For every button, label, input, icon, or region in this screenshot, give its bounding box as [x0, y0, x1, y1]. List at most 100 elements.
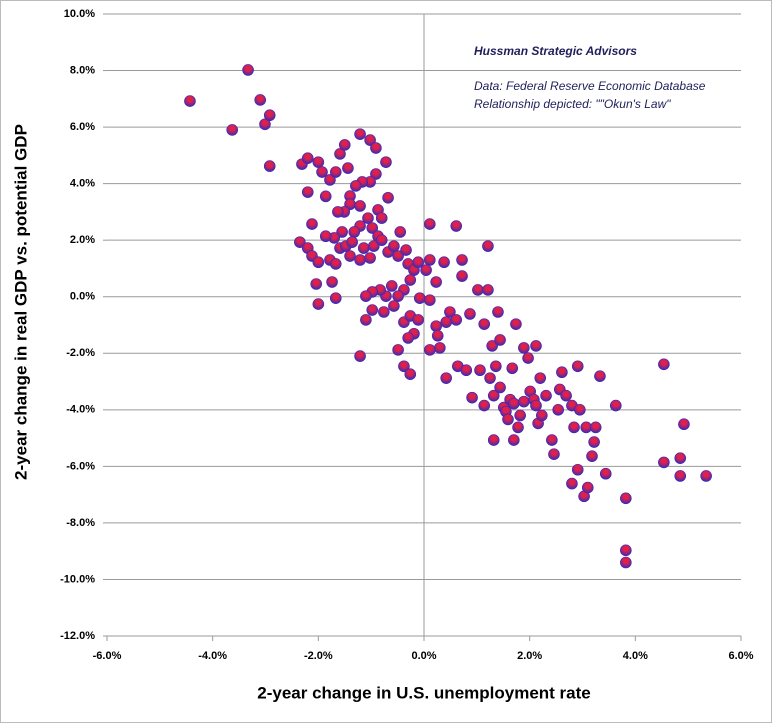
point: [548, 448, 560, 461]
point: [594, 370, 606, 382]
point: [456, 270, 468, 282]
point: [487, 434, 500, 446]
y-tick-label: 4.0%: [70, 178, 95, 190]
point: [540, 389, 552, 402]
point: [344, 250, 356, 262]
point: [312, 256, 325, 269]
point: [316, 166, 328, 178]
y-tick-label: -6.0%: [66, 460, 95, 472]
point: [508, 434, 520, 446]
point: [560, 389, 572, 402]
point: [450, 314, 463, 326]
y-tick-label: 6.0%: [70, 121, 95, 133]
annotation: Data: Federal Reserve Economic Database: [474, 79, 706, 93]
point: [486, 340, 498, 352]
y-tick-label: -2.0%: [66, 347, 95, 359]
point: [588, 436, 600, 448]
x-tick-label: 6.0%: [728, 650, 753, 662]
point: [518, 342, 530, 354]
point: [348, 226, 361, 238]
point: [658, 456, 670, 469]
point: [366, 222, 379, 234]
point: [366, 304, 379, 316]
point: [581, 481, 594, 494]
point: [424, 344, 436, 356]
point: [334, 148, 346, 160]
point: [609, 399, 622, 412]
point: [332, 206, 344, 218]
y-tick-label: -4.0%: [66, 404, 95, 416]
y-tick-label: 8.0%: [70, 64, 95, 76]
point: [413, 292, 426, 304]
point: [354, 254, 366, 266]
point: [370, 142, 382, 154]
point: [494, 381, 506, 394]
point: [574, 404, 586, 416]
point: [674, 452, 687, 464]
point: [362, 212, 374, 224]
point: [530, 340, 542, 352]
point: [392, 344, 404, 356]
point: [380, 156, 392, 168]
y-tick-label: 2.0%: [70, 234, 95, 246]
point: [184, 95, 196, 107]
point: [388, 240, 400, 252]
x-tick-label: -4.0%: [198, 650, 227, 662]
y-tick-label: -12.0%: [60, 630, 95, 642]
point: [494, 334, 506, 346]
point: [508, 397, 520, 410]
point: [478, 318, 491, 330]
point: [382, 191, 394, 204]
point: [370, 168, 382, 180]
point: [424, 254, 436, 266]
point: [329, 258, 342, 270]
point: [518, 395, 530, 408]
point: [263, 160, 276, 172]
point: [620, 544, 632, 557]
point: [392, 290, 404, 302]
point: [259, 118, 271, 131]
point: [487, 389, 500, 402]
point: [319, 190, 332, 203]
point: [312, 298, 325, 310]
point: [342, 162, 354, 174]
point: [674, 470, 687, 482]
point: [350, 180, 362, 192]
point: [484, 372, 496, 384]
point: [400, 244, 412, 256]
x-tick-label: 0.0%: [411, 650, 436, 662]
point: [424, 294, 436, 306]
point: [368, 240, 380, 252]
point: [404, 274, 417, 286]
point: [385, 280, 398, 292]
point: [388, 300, 400, 312]
point: [546, 434, 558, 446]
point: [306, 218, 318, 230]
point: [492, 306, 504, 318]
point: [357, 242, 370, 254]
point: [506, 362, 519, 375]
point: [599, 467, 612, 480]
y-axis-title: 2-year change in real GDP vs. potential …: [11, 124, 30, 480]
point: [482, 240, 494, 252]
point: [474, 364, 486, 377]
point: [536, 409, 548, 422]
point: [620, 492, 632, 505]
point: [431, 329, 444, 342]
point: [464, 308, 476, 320]
point: [478, 399, 491, 412]
point: [556, 366, 568, 379]
point: [254, 94, 267, 106]
y-tick-label: 0.0%: [70, 291, 95, 303]
point: [430, 276, 442, 288]
x-tick-label: 4.0%: [623, 650, 648, 662]
point: [589, 421, 602, 434]
point: [440, 372, 452, 384]
point: [571, 463, 584, 476]
point: [294, 236, 306, 248]
point: [301, 152, 314, 164]
point: [490, 360, 502, 373]
y-tick-label: 10.0%: [64, 8, 95, 20]
point: [700, 470, 712, 482]
